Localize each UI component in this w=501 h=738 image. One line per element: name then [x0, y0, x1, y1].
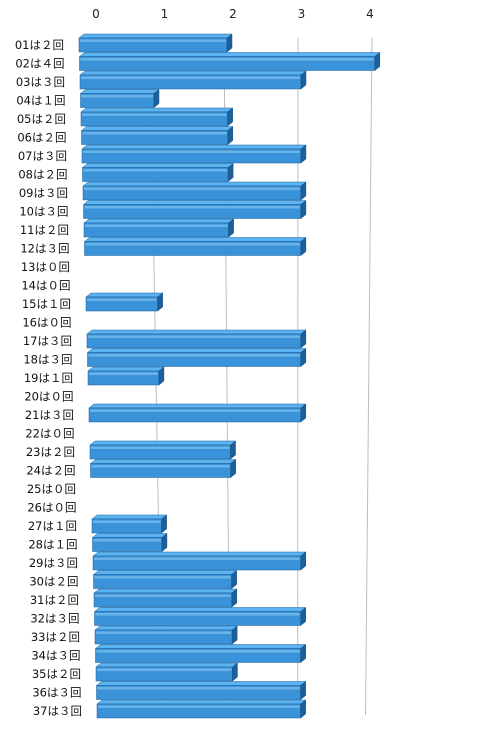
bar [80, 125, 234, 146]
bar [89, 440, 237, 460]
bar [78, 33, 233, 53]
category-label: 21は３回 [25, 408, 74, 422]
category-label: 09は３回 [19, 186, 68, 200]
bar [92, 569, 238, 590]
category-label: 05は２回 [17, 112, 66, 126]
category-label: 31は２回 [30, 593, 79, 607]
x-tick-label: 3 [298, 7, 306, 21]
bar [94, 625, 238, 645]
bar [78, 51, 381, 72]
category-label: 22は０回 [25, 427, 74, 441]
bar [85, 292, 164, 312]
bar [94, 643, 307, 664]
category-label: 34は３回 [31, 649, 80, 663]
bar [81, 162, 234, 183]
bar [79, 70, 307, 90]
category-label: 02は４回 [15, 57, 64, 71]
category-label: 28は１回 [28, 538, 77, 552]
category-label: 29は３回 [29, 556, 78, 570]
category-label: 10は３回 [19, 205, 68, 219]
x-tick-label: 0 [92, 7, 100, 21]
category-label: 30は２回 [29, 575, 78, 589]
category-label: 04は１回 [16, 94, 65, 108]
bar [88, 403, 307, 423]
category-label: 17は３回 [23, 334, 72, 348]
bar [93, 588, 238, 608]
bar [95, 680, 307, 701]
bar [96, 699, 307, 719]
x-tick-label: 2 [229, 7, 237, 21]
bar [95, 662, 239, 682]
category-label: 15は１回 [22, 297, 71, 311]
category-label: 23は２回 [26, 445, 75, 459]
bar [82, 199, 307, 220]
bar [91, 514, 168, 534]
category-label: 14は０回 [21, 279, 70, 293]
category-label: 19は１回 [24, 371, 73, 385]
x-tick-label: 4 [366, 7, 374, 21]
category-label: 06は２回 [17, 131, 66, 145]
bar [80, 107, 234, 127]
category-label: 37は３回 [33, 704, 82, 718]
bar [89, 458, 237, 479]
category-label: 16は０回 [22, 316, 71, 330]
category-label: 18は３回 [23, 353, 72, 367]
bar [86, 329, 307, 349]
bar [83, 218, 235, 238]
category-label: 07は３回 [18, 149, 67, 163]
x-tick-label: 1 [161, 7, 169, 21]
category-label: 11は２回 [20, 223, 69, 237]
category-label: 27は１回 [28, 519, 77, 533]
gridline [365, 37, 373, 716]
category-label: 08は２回 [18, 168, 67, 182]
category-label: 35は２回 [32, 667, 81, 681]
bar [81, 144, 307, 164]
category-label: 26は０回 [27, 501, 76, 515]
bar [87, 366, 165, 386]
category-label: 20は０回 [24, 390, 73, 404]
category-labels: 01は２回 02は４回 03は３回 04は１回 05は２回 06は２回 07は３回 08は２回… [15, 38, 82, 718]
bar [92, 551, 307, 571]
x-axis-ticks: 0 1 2 3 4 [92, 7, 374, 21]
category-label: 24は２回 [26, 464, 75, 478]
category-label: 12は３回 [20, 242, 69, 256]
bar [83, 236, 307, 257]
bar [79, 88, 160, 109]
bar [82, 181, 307, 201]
bar [93, 606, 307, 627]
category-label: 13は０回 [21, 260, 70, 274]
category-label: 36は３回 [32, 686, 81, 700]
bar [86, 347, 307, 368]
category-label: 33は２回 [31, 630, 80, 644]
category-label: 01は２回 [15, 38, 64, 52]
category-label: 32は３回 [30, 612, 79, 626]
bars [78, 33, 381, 719]
bar [91, 532, 168, 553]
category-label: 25は０回 [27, 482, 76, 496]
category-label: 03は３回 [16, 75, 65, 89]
